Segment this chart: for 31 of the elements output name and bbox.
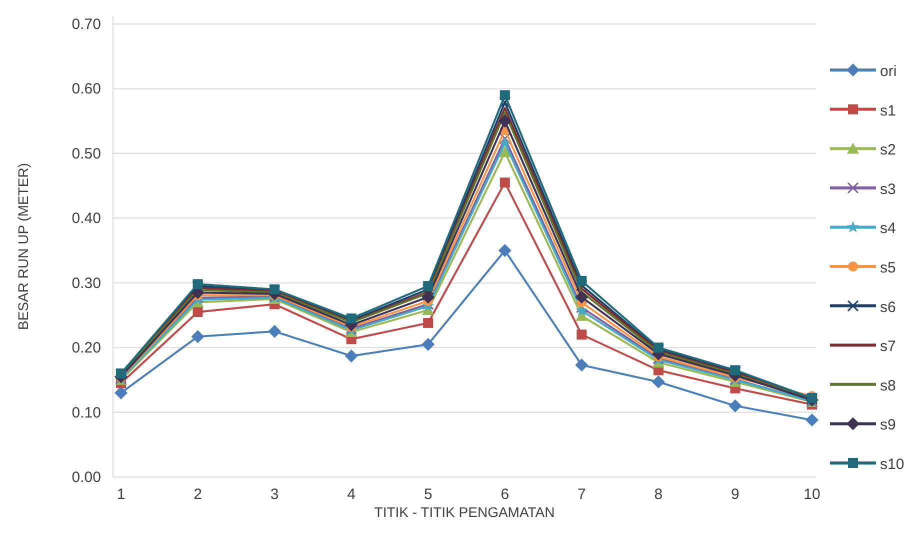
x-tick-label: 9 (731, 486, 740, 503)
y-tick-label: 0.30 (72, 274, 101, 292)
legend-label: s1 (880, 102, 896, 120)
legend-label: s2 (880, 142, 896, 159)
x-tick-label: 7 (577, 486, 586, 503)
legend-label: s3 (880, 180, 896, 198)
x-tick-label: 1 (116, 486, 126, 503)
legend-label: s6 (880, 298, 896, 316)
legend-label: s9 (880, 416, 896, 434)
legend-label: s5 (880, 260, 896, 276)
y-tick-label: 0.00 (72, 469, 101, 486)
x-tick-label: 4 (347, 486, 356, 503)
y-tick-label: 0.10 (72, 404, 101, 422)
x-axis-title: TITIK - TITIK PENGAMATAN (374, 504, 555, 520)
legend-label: s4 (880, 220, 896, 238)
legend-label: s10 (880, 456, 904, 473)
y-axis-title: BESAR RUN UP (METER) (15, 163, 31, 330)
y-tick-label: 0.60 (72, 80, 101, 98)
y-tick-label: 0.20 (72, 340, 101, 357)
y-tick-label: 0.50 (72, 145, 101, 162)
x-tick-label: 8 (654, 486, 663, 503)
legend-label: s7 (880, 338, 896, 356)
y-tick-label: 0.40 (72, 210, 101, 228)
x-tick-label: 5 (424, 486, 432, 503)
legend-label: ori (880, 63, 897, 80)
x-tick-label: 10 (804, 486, 820, 503)
y-tick-label: 0.70 (72, 16, 101, 33)
x-tick-label: 6 (500, 486, 510, 503)
legend-label: s8 (880, 377, 896, 394)
x-tick-label: 2 (194, 486, 202, 503)
x-tick-label: 3 (270, 486, 279, 503)
